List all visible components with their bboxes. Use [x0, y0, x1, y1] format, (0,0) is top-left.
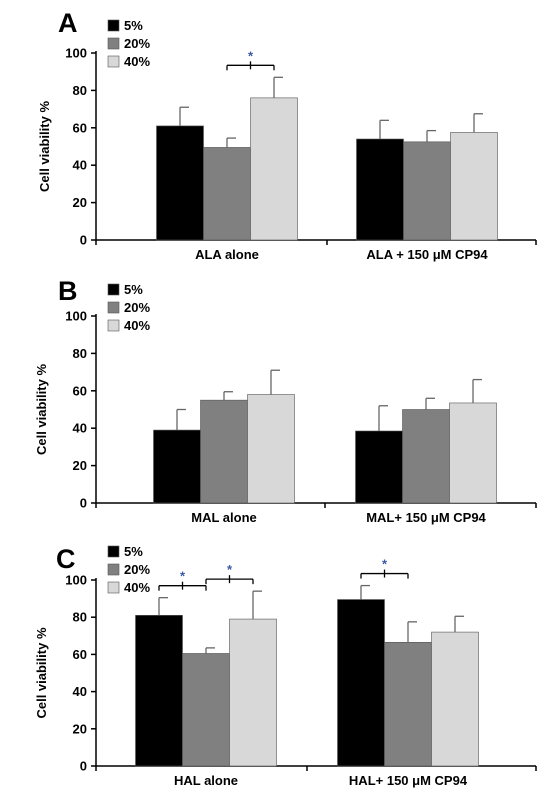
y-axis-label: Cell viability % — [34, 364, 49, 455]
legend: 5% 20% 40% — [107, 18, 150, 69]
bar-mal+-40pct — [449, 402, 497, 504]
legend-label: 40% — [124, 318, 150, 333]
y-tick-label: 20 — [73, 458, 87, 473]
bar-hal-20pct — [182, 653, 230, 767]
x-category-label: MAL alone — [191, 510, 257, 525]
x-category-label: HAL alone — [174, 773, 238, 788]
bar-mal-5pct — [153, 429, 201, 504]
bar-ala-5pct — [356, 138, 404, 241]
legend-label: 20% — [124, 562, 150, 577]
bar-ala-20pct — [203, 147, 251, 241]
x-category-label: HAL+ 150 μM CP94 — [349, 773, 468, 788]
bar-ala-40pct — [450, 132, 498, 241]
bar-hal+-20pct — [384, 642, 432, 767]
y-tick-label: 0 — [80, 496, 87, 511]
bar-hal-5pct — [135, 615, 183, 767]
y-tick-label: 80 — [73, 610, 87, 625]
bar-mal+-20pct — [402, 409, 450, 504]
bar-ala-40pct — [250, 97, 298, 241]
x-category-label: MAL+ 150 μM CP94 — [366, 510, 486, 525]
significance-bracket: * — [360, 557, 409, 579]
bar-hal+-5pct — [337, 599, 385, 767]
y-tick-label: 40 — [73, 684, 87, 699]
legend-swatch — [107, 37, 120, 50]
legend-swatch — [107, 55, 120, 68]
x-category-label: ALA alone — [195, 247, 259, 262]
significance-star: * — [227, 562, 233, 577]
y-tick-label: 20 — [73, 195, 87, 210]
legend-label: 5% — [124, 18, 143, 33]
panel-B: B Cell viability % 0 20 40 60 80 100 MAL alone MA… — [34, 276, 537, 525]
bar-mal+-5pct — [355, 430, 403, 504]
panel-letter: A — [58, 8, 78, 38]
y-tick-label: 60 — [73, 120, 87, 135]
y-tick-label: 80 — [73, 83, 87, 98]
y-axis-label: Cell viability % — [37, 101, 52, 192]
bar-hal-40pct — [229, 618, 277, 767]
significance-star: * — [382, 557, 388, 572]
significance-bracket: * — [205, 562, 254, 585]
x-category-label: ALA + 150 μM CP94 — [366, 247, 488, 262]
legend-swatch — [107, 19, 120, 32]
bar-hal+-40pct — [431, 631, 479, 767]
y-tick-label: 60 — [73, 383, 87, 398]
legend-swatch — [107, 545, 120, 558]
y-tick-label: 20 — [73, 721, 87, 736]
legend-label: 5% — [124, 282, 143, 297]
legend-swatch — [107, 581, 120, 594]
legend-label: 20% — [124, 300, 150, 315]
panel-letter: B — [58, 276, 78, 306]
legend-label: 40% — [124, 54, 150, 69]
legend: 5% 20% 40% — [107, 544, 150, 595]
legend-swatch — [107, 283, 120, 296]
bar-ala-20pct — [403, 141, 451, 241]
y-tick-label: 100 — [65, 573, 87, 588]
panel-letter: C — [56, 544, 76, 574]
legend-label: 20% — [124, 36, 150, 51]
significance-bracket: * — [226, 48, 275, 71]
significance-bracket: * — [158, 569, 207, 591]
y-tick-label: 0 — [80, 759, 87, 774]
legend-swatch — [107, 319, 120, 332]
y-axis-label: Cell viability % — [34, 627, 49, 718]
y-tick-label: 40 — [73, 421, 87, 436]
legend: 5% 20% 40% — [107, 282, 150, 333]
bar-mal-20pct — [200, 399, 248, 504]
legend-label: 5% — [124, 544, 143, 559]
bar-mal-40pct — [247, 394, 295, 504]
significance-star: * — [248, 48, 254, 63]
bar-ala-5pct — [156, 125, 204, 241]
panel-C: C Cell viability % 0 20 40 60 80 100 HAL alone HA… — [34, 544, 537, 788]
y-tick-label: 0 — [80, 233, 87, 248]
y-tick-label: 60 — [73, 647, 87, 662]
y-tick-label: 100 — [65, 309, 87, 324]
legend-swatch — [107, 563, 120, 576]
y-tick-label: 80 — [73, 346, 87, 361]
legend-label: 40% — [124, 580, 150, 595]
y-tick-label: 40 — [73, 158, 87, 173]
significance-star: * — [180, 569, 186, 584]
panel-A: A Cell viability % 0 20 40 60 80 100 ALA alone AL… — [37, 8, 537, 262]
legend-swatch — [107, 301, 120, 314]
y-tick-label: 100 — [65, 46, 87, 61]
